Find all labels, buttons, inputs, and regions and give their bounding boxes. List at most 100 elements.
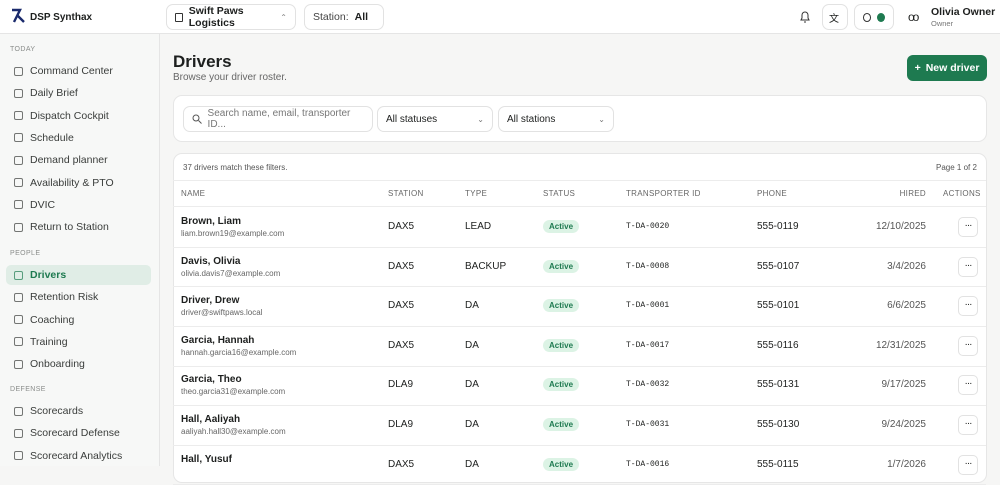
- row-actions-button[interactable]: ···: [958, 296, 978, 317]
- chevron: ⌄: [598, 114, 605, 124]
- status-filter-value: All statuses: [386, 113, 438, 125]
- search-icon: [192, 114, 202, 124]
- transporter-id: T-DA-0031: [626, 420, 670, 429]
- row-actions-button[interactable]: ···: [958, 335, 978, 356]
- row-actions-button[interactable]: ···: [958, 217, 978, 237]
- user-role: Owner: [931, 19, 954, 28]
- row-actions-button[interactable]: ···: [958, 375, 978, 396]
- table-card: [173, 153, 987, 483]
- status-badge: Active: [543, 418, 580, 431]
- theme-button[interactable]: [854, 4, 894, 30]
- nav-icon: [14, 451, 23, 461]
- nav-item[interactable]: Drivers: [6, 265, 151, 285]
- nav-label: Retention Risk: [30, 291, 99, 304]
- divider: [173, 246, 986, 248]
- divider: [173, 180, 986, 181]
- nav-item[interactable]: Daily Brief: [6, 83, 151, 103]
- nav-item[interactable]: Onboarding: [6, 354, 151, 374]
- nav-item[interactable]: Scorecard Analytics: [6, 446, 151, 466]
- hired-date: 6/6/2025: [887, 300, 926, 312]
- nav-icon: [14, 337, 23, 347]
- nav-icon: [14, 428, 23, 438]
- nav-label: Training: [30, 335, 68, 348]
- status-dot: [877, 12, 885, 22]
- user-avatar[interactable]: oo: [908, 10, 919, 24]
- driver-email: theo.garcia31@example.com: [181, 387, 286, 397]
- nav-item[interactable]: Scorecards: [6, 401, 151, 421]
- station-label: Station:: [313, 11, 349, 23]
- station-filter[interactable]: All stations ⌄: [498, 106, 614, 132]
- sidebar: TODAY Command Center Daily Brief Dispatch C…: [0, 34, 160, 466]
- nav-icon: [14, 406, 23, 416]
- transporter-id: T-DA-0032: [626, 380, 670, 390]
- nav-icon: [14, 222, 23, 232]
- nav-icon: [14, 133, 23, 143]
- chevron: ⌃: [280, 12, 287, 22]
- station: DAX5: [388, 260, 415, 272]
- column-header: PHONE: [757, 189, 787, 198]
- nav-item[interactable]: Retention Risk: [6, 287, 151, 307]
- org-switcher[interactable]: Swift Paws Logistics ⌃: [166, 4, 296, 30]
- nav-icon: [14, 359, 23, 369]
- section-title: PEOPLE: [10, 250, 41, 257]
- phone: 555-0101: [757, 300, 800, 312]
- nav-label: Return to Station: [30, 221, 109, 234]
- divider: [173, 326, 986, 327]
- nav-icon: [14, 270, 23, 280]
- new-driver-button[interactable]: + New driver: [907, 55, 987, 81]
- nav-item[interactable]: Scorecard Defense: [6, 423, 151, 443]
- chevron: ⌄: [477, 114, 484, 124]
- hired-date: 1/7/2026: [887, 458, 926, 470]
- type: LEAD: [465, 221, 492, 232]
- status-badge: Active: [543, 259, 580, 273]
- driver-name: Driver, Drew: [181, 295, 240, 307]
- nav-icon: [14, 315, 23, 325]
- search-input[interactable]: Search name, email, transporter ID...: [183, 106, 373, 132]
- section-title: DEFENSE: [10, 386, 46, 393]
- nav-icon: [14, 155, 23, 165]
- hired-date: 9/24/2025: [881, 419, 927, 430]
- nav-label: Onboarding: [30, 358, 85, 371]
- type: DA: [465, 419, 479, 430]
- station: DAX5: [388, 300, 415, 312]
- phone: 555-0116: [757, 339, 799, 351]
- nav-item[interactable]: Dispatch Cockpit: [6, 106, 151, 126]
- column-header: STATION: [388, 189, 424, 198]
- language-button[interactable]: 文: [822, 4, 848, 30]
- divider: [173, 444, 986, 446]
- nav-item[interactable]: Training: [6, 332, 151, 352]
- nav-item[interactable]: Return to Station: [6, 217, 151, 237]
- nav-label: Scorecards: [30, 405, 84, 417]
- nav-item[interactable]: Availability & PTO: [6, 173, 151, 193]
- palette-icon: [863, 12, 872, 22]
- nav-item[interactable]: Command Center: [6, 61, 151, 81]
- column-header: TYPE: [465, 189, 488, 198]
- station-value: All: [354, 11, 369, 23]
- page-indicator: Page 1 of 2: [936, 163, 977, 172]
- hired-date: 9/17/2025: [881, 379, 927, 391]
- station: DAX5: [388, 458, 415, 470]
- row-actions-button[interactable]: ···: [958, 454, 978, 475]
- type: DA: [465, 339, 479, 351]
- notifications-button[interactable]: [799, 10, 811, 23]
- nav-icon: [14, 292, 23, 302]
- row-actions-button[interactable]: ···: [958, 256, 978, 277]
- nav-icon: [14, 178, 23, 187]
- user-name: Olivia Owner: [931, 6, 996, 18]
- nav-item[interactable]: Schedule: [6, 128, 151, 148]
- status-badge: Active: [543, 338, 580, 352]
- result-count: 37 drivers match these filters.: [183, 163, 288, 172]
- nav-label: Coaching: [30, 313, 75, 326]
- driver-email: driver@swiftpaws.local: [181, 308, 263, 318]
- station-switcher[interactable]: Station: All: [304, 4, 384, 30]
- nav-icon: [14, 200, 23, 210]
- status-badge: Active: [543, 378, 580, 392]
- row-actions-button[interactable]: ···: [958, 415, 978, 435]
- driver-email: olivia.davis7@example.com: [181, 268, 281, 278]
- status-filter[interactable]: All statuses ⌄: [377, 106, 493, 132]
- nav-item[interactable]: DVIC: [6, 195, 151, 215]
- type: BACKUP: [465, 260, 507, 272]
- nav-item[interactable]: Coaching: [6, 310, 151, 330]
- nav-item[interactable]: Demand planner: [6, 150, 151, 170]
- driver-email: aaliyah.hall30@example.com: [181, 427, 286, 436]
